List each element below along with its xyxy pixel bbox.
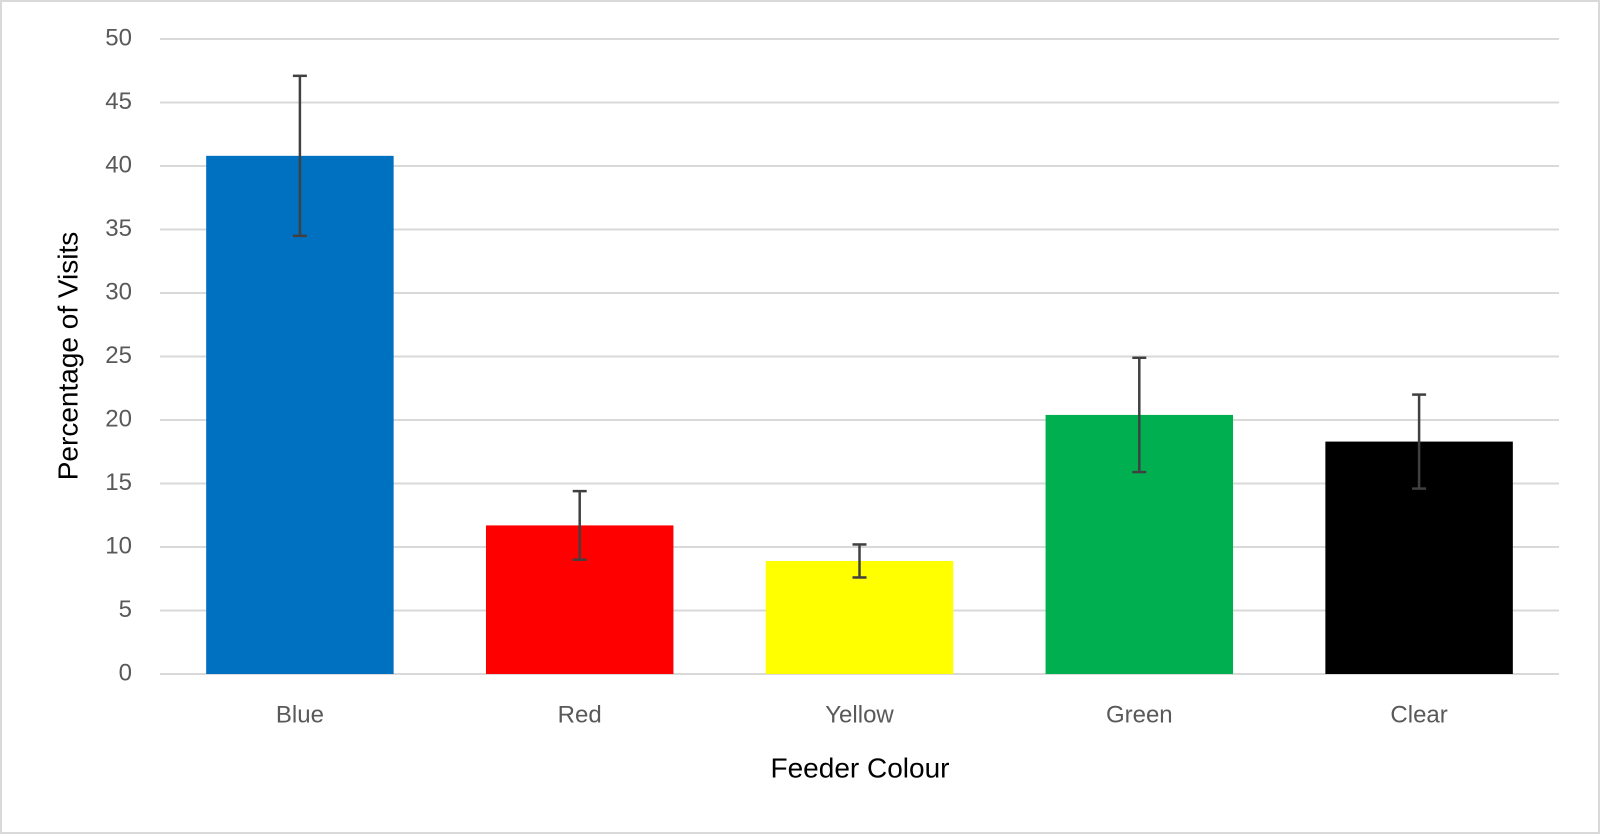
y-tick-label: 0 [119, 659, 132, 686]
y-tick-label: 40 [105, 151, 132, 178]
error-bar [1412, 393, 1427, 490]
error-bar [572, 489, 587, 561]
error-bar [1132, 356, 1147, 474]
y-tick-label: 45 [105, 88, 132, 115]
bar [765, 560, 954, 674]
x-tick-label: Red [558, 701, 602, 728]
y-tick-label: 25 [105, 342, 132, 369]
x-tick-label: Green [1106, 701, 1173, 728]
x-tick-label: Clear [1390, 701, 1447, 728]
y-axis-title: Percentage of Visits [52, 232, 83, 481]
error-bar [852, 543, 867, 579]
y-tick-label: 20 [105, 405, 132, 432]
error-bar [292, 74, 307, 238]
x-axis-title: Feeder Colour [771, 752, 950, 783]
x-tick-label: Yellow [825, 701, 894, 728]
y-tick-label: 5 [119, 596, 132, 623]
y-tick-label: 35 [105, 215, 132, 242]
y-tick-label: 50 [105, 24, 132, 51]
x-tick-label: Blue [276, 701, 324, 728]
y-tick-label: 10 [105, 532, 132, 559]
bar [206, 155, 394, 675]
y-tick-label: 30 [105, 278, 132, 305]
y-tick-label: 15 [105, 469, 132, 496]
